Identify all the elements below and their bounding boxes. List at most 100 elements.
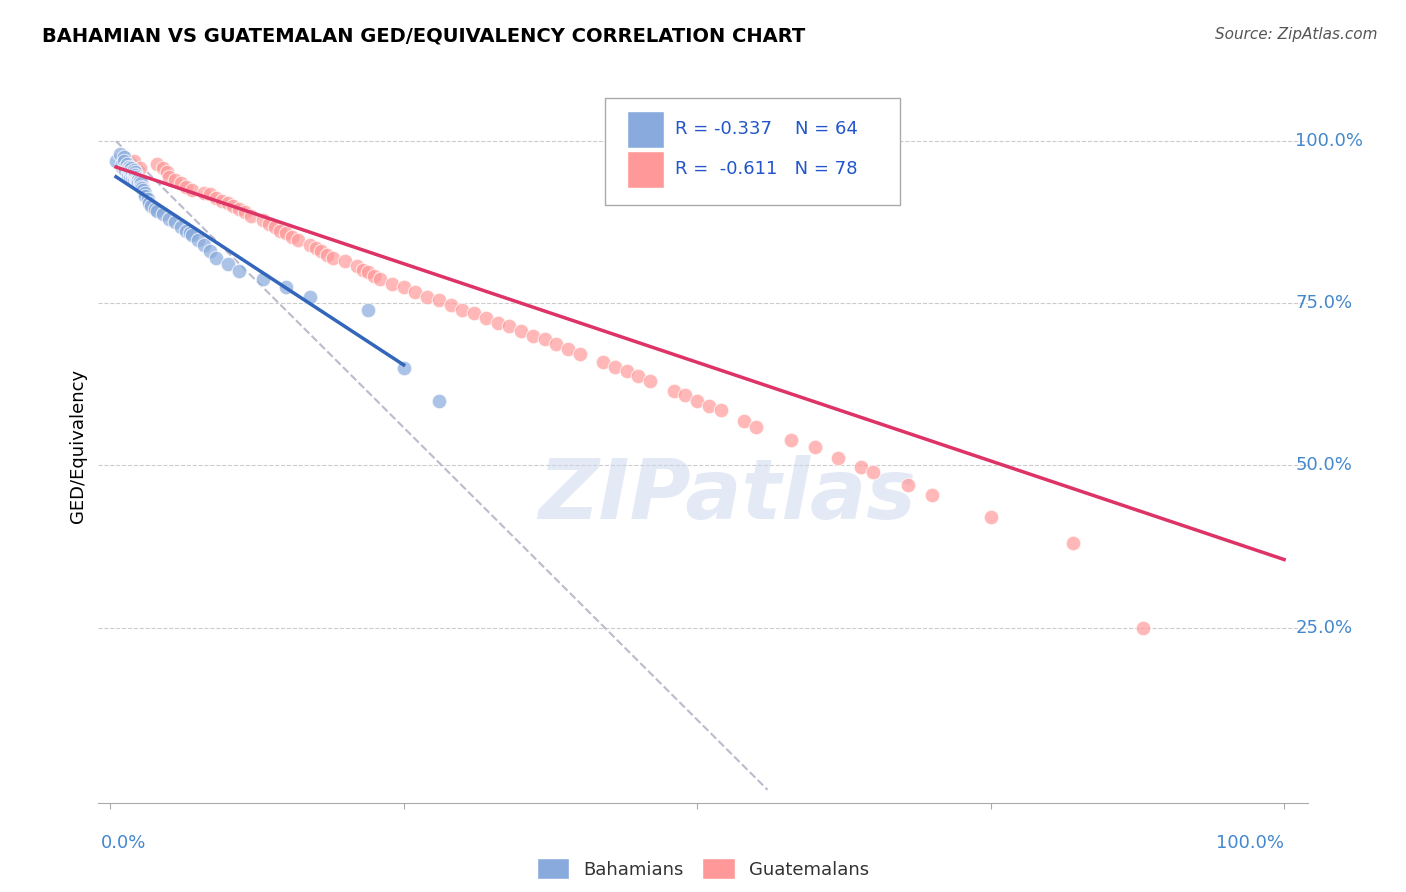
Text: 0.0%: 0.0%: [101, 834, 146, 852]
Point: [181, 228, 204, 243]
Point: [157, 169, 180, 184]
Point: [616, 364, 638, 378]
Point: [132, 183, 155, 197]
Point: [316, 247, 339, 261]
Point: [120, 161, 142, 176]
Point: [851, 459, 873, 474]
Legend: Bahamians, Guatemalans: Bahamians, Guatemalans: [530, 851, 876, 887]
Point: [193, 238, 215, 252]
Point: [381, 277, 404, 291]
Text: 100.0%: 100.0%: [1216, 834, 1284, 852]
Point: [198, 187, 221, 202]
Point: [128, 161, 150, 176]
Point: [124, 165, 146, 179]
Point: [120, 167, 142, 181]
Point: [181, 183, 204, 197]
Point: [269, 224, 291, 238]
Point: [897, 478, 920, 492]
Point: [112, 153, 135, 168]
Point: [638, 374, 661, 388]
Point: [451, 302, 474, 317]
Text: Source: ZipAtlas.com: Source: ZipAtlas.com: [1215, 27, 1378, 42]
Point: [568, 347, 591, 361]
Point: [311, 244, 333, 259]
Point: [118, 160, 141, 174]
Point: [276, 226, 298, 240]
Point: [141, 199, 163, 213]
Point: [510, 324, 533, 338]
Point: [187, 233, 209, 247]
Point: [404, 285, 426, 299]
Point: [1132, 621, 1154, 635]
Point: [233, 205, 256, 219]
Point: [114, 160, 136, 174]
Point: [117, 165, 139, 179]
Point: [127, 171, 149, 186]
Point: [124, 168, 146, 182]
Point: [129, 176, 152, 190]
Point: [114, 163, 136, 178]
Point: [240, 209, 263, 223]
Point: [416, 290, 439, 304]
Point: [592, 354, 614, 368]
Point: [108, 147, 131, 161]
Point: [127, 174, 149, 188]
Point: [198, 244, 221, 259]
Point: [122, 169, 145, 184]
Point: [710, 403, 733, 417]
Point: [179, 226, 201, 240]
Point: [333, 254, 356, 268]
Point: [152, 207, 174, 221]
Point: [352, 262, 374, 277]
Point: [439, 297, 461, 311]
Point: [228, 202, 250, 217]
Point: [627, 368, 650, 383]
Point: [662, 384, 685, 398]
Point: [120, 169, 142, 184]
Point: [697, 399, 720, 413]
Point: [138, 195, 160, 210]
Point: [117, 160, 139, 174]
Text: R =  -0.611   N = 78: R = -0.611 N = 78: [675, 161, 858, 178]
Point: [111, 160, 134, 174]
Point: [363, 268, 385, 283]
Text: 75.0%: 75.0%: [1295, 294, 1353, 312]
Point: [163, 215, 186, 229]
Point: [134, 186, 156, 200]
Point: [228, 264, 250, 278]
Point: [427, 293, 450, 307]
Point: [132, 179, 155, 194]
Point: [122, 167, 145, 181]
Point: [125, 173, 148, 187]
Point: [281, 230, 304, 244]
Point: [117, 168, 139, 182]
Point: [603, 359, 626, 374]
Point: [122, 163, 145, 178]
Point: [346, 259, 368, 273]
Point: [557, 342, 579, 356]
Point: [252, 271, 274, 285]
Point: [298, 238, 321, 252]
Point: [169, 176, 191, 190]
Point: [921, 488, 943, 502]
Point: [146, 157, 169, 171]
Point: [673, 388, 696, 402]
Point: [745, 419, 768, 434]
Point: [392, 361, 415, 376]
Point: [357, 302, 380, 317]
Point: [498, 318, 520, 333]
Y-axis label: GED/Equivalency: GED/Equivalency: [69, 369, 87, 523]
Point: [522, 328, 544, 343]
Point: [204, 191, 226, 205]
Point: [1062, 536, 1084, 550]
Text: 50.0%: 50.0%: [1295, 457, 1353, 475]
Point: [127, 176, 149, 190]
Text: R = -0.337    N = 64: R = -0.337 N = 64: [675, 120, 858, 138]
Point: [803, 440, 825, 454]
Text: ZIPatlas: ZIPatlas: [538, 456, 917, 536]
Point: [533, 332, 555, 346]
Point: [263, 219, 285, 234]
Point: [733, 414, 755, 428]
Point: [129, 179, 152, 194]
Point: [125, 169, 148, 184]
